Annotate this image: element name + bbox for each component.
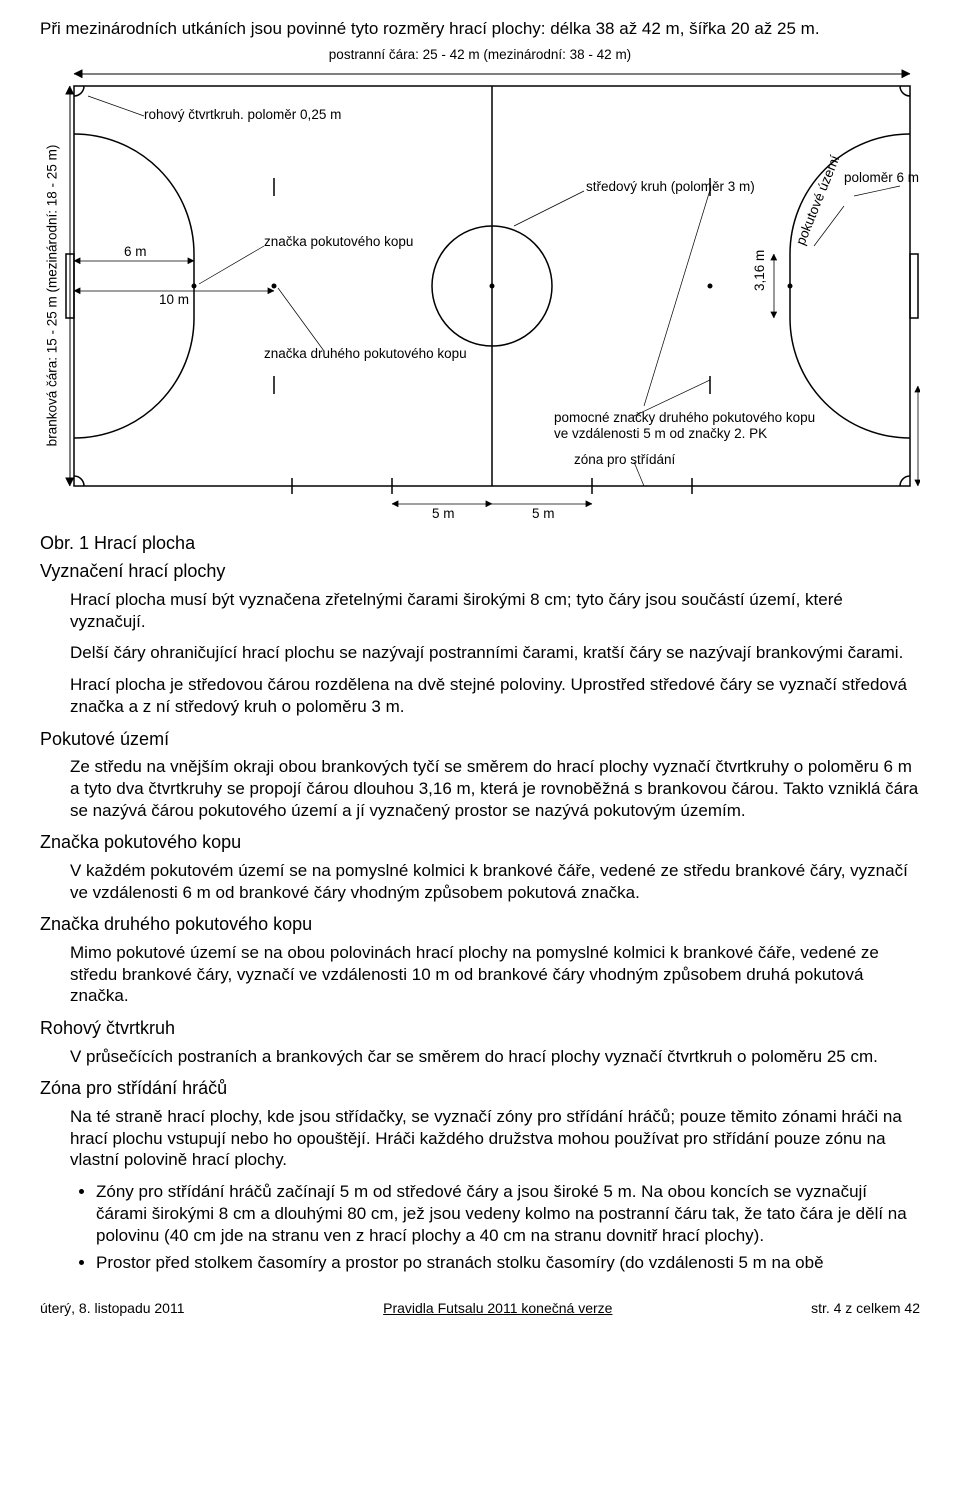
figure-caption: Obr. 1 Hrací plocha: [40, 532, 920, 555]
h-zona: Zóna pro střídání hráčů: [40, 1077, 920, 1100]
lbl-pomocne-2: ve vzdálenosti 5 m od značky 2. PK: [554, 426, 767, 441]
p4: Ze středu na vnějším okraji obou brankov…: [70, 756, 920, 821]
lbl-pomocne-1: pomocné značky druhého pokutového kopu: [554, 410, 815, 425]
bullet-list: Zóny pro střídání hráčů začínají 5 m od …: [70, 1181, 920, 1274]
p5: V každém pokutovém území se na pomyslné …: [70, 860, 920, 904]
h-znacka-2pk: Značka druhého pokutového kopu: [40, 913, 920, 936]
goal-line-caption: branková čára: 15 - 25 m (mezinárodní: 1…: [40, 66, 64, 526]
p3: Hrací plocha je středovou čárou rozdělen…: [70, 674, 920, 718]
h-vyznaceni: Vyznačení hrací plochy: [40, 560, 920, 583]
h-pokutove: Pokutové území: [40, 728, 920, 751]
footer-left: úterý, 8. listopadu 2011: [40, 1300, 185, 1316]
pitch-svg: rohový čtvrtkruh. poloměr 0,25 m středov…: [64, 66, 920, 526]
lbl-5m-b: 5 m: [532, 506, 555, 521]
p6: Mimo pokutové území se na obou polovinác…: [70, 942, 920, 1007]
lbl-polomer6: poloměr 6 m: [844, 170, 919, 185]
p2: Delší čáry ohraničující hrací plochu se …: [70, 642, 920, 664]
pitch-diagram: postranní čára: 25 - 42 m (mezinárodní: …: [40, 47, 920, 526]
h-rohovy: Rohový čtvrtkruh: [40, 1017, 920, 1040]
lbl-5m-a: 5 m: [432, 506, 455, 521]
lbl-stredovy: středový kruh (poloměr 3 m): [586, 179, 755, 194]
lbl-10m: 10 m: [159, 292, 189, 307]
p8: Na té straně hrací plochy, kde jsou stří…: [70, 1106, 920, 1171]
lbl-znacka-2pk: značka druhého pokutového kopu: [264, 346, 467, 361]
p1: Hrací plocha musí být vyznačena zřetelný…: [70, 589, 920, 633]
footer-right: str. 4 z celkem 42: [811, 1300, 920, 1316]
intro-text: Při mezinárodních utkáních jsou povinné …: [40, 18, 920, 41]
lbl-6m: 6 m: [124, 244, 147, 259]
lbl-rohovy: rohový čtvrtkruh. poloměr 0,25 m: [144, 107, 341, 122]
bullet-item: Prostor před stolkem časomíry a prostor …: [96, 1252, 920, 1274]
lbl-316: 3,16 m: [752, 250, 767, 291]
lbl-5m-v: 5 m: [918, 419, 920, 442]
h-znacka-pk: Značka pokutového kopu: [40, 831, 920, 854]
lbl-zona: zóna pro střídání: [574, 452, 676, 467]
lbl-znacka-pk: značka pokutového kopu: [264, 234, 413, 249]
page-footer: úterý, 8. listopadu 2011 Pravidla Futsal…: [40, 1300, 920, 1316]
p7: V průsečících postraních a brankových ča…: [70, 1046, 920, 1068]
footer-center: Pravidla Futsalu 2011 konečná verze: [383, 1300, 612, 1316]
sideline-caption: postranní čára: 25 - 42 m (mezinárodní: …: [40, 47, 920, 62]
bullet-item: Zóny pro střídání hráčů začínají 5 m od …: [96, 1181, 920, 1246]
